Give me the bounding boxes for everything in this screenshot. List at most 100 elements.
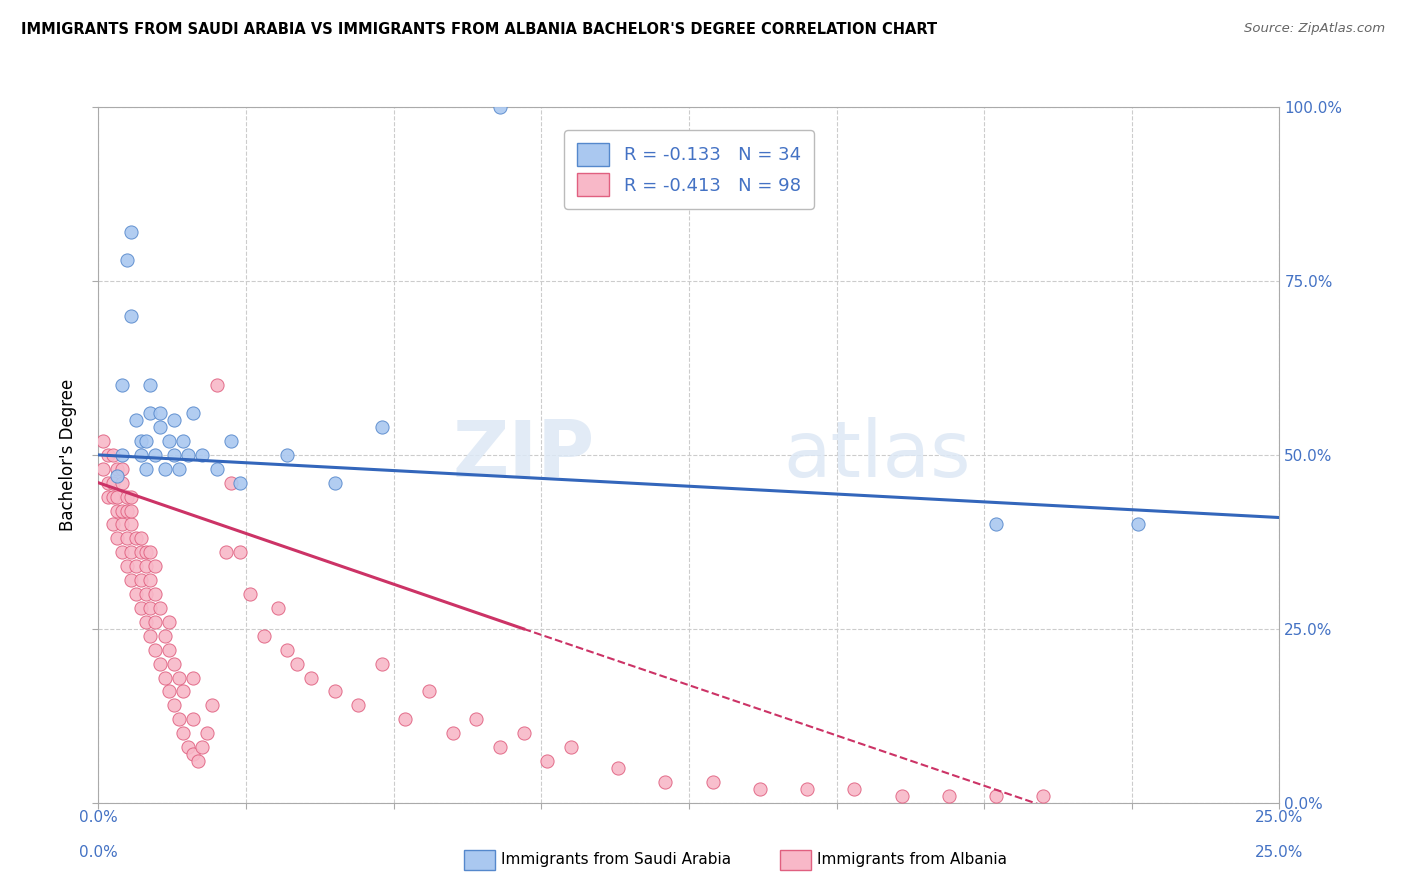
Point (371, 657, 394, 671)
Point (111, 545, 134, 559)
Point (512, 726, 534, 740)
Legend: R = -0.133   N = 34, R = -0.413   N = 98: R = -0.133 N = 34, R = -0.413 N = 98 (564, 130, 814, 209)
Point (115, 253, 138, 268)
Point (143, 559, 166, 574)
Point (177, 448, 200, 462)
Point (323, 684, 346, 698)
Point (149, 406, 172, 420)
Point (1032, 789, 1054, 803)
Point (121, 225, 143, 239)
Point (125, 559, 148, 574)
Y-axis label: Bachelor's Degree: Bachelor's Degree (59, 379, 77, 531)
Point (125, 532, 148, 546)
Point (143, 587, 166, 601)
Point (115, 490, 138, 504)
Point (97, 475, 120, 490)
Text: IMMIGRANTS FROM SAUDI ARABIA VS IMMIGRANTS FROM ALBANIA BACHELOR'S DEGREE CORREL: IMMIGRANTS FROM SAUDI ARABIA VS IMMIGRAN… (21, 22, 938, 37)
Point (143, 642, 166, 657)
Point (101, 448, 124, 462)
Point (111, 378, 134, 392)
Point (129, 434, 152, 448)
Point (111, 448, 134, 462)
Point (181, 747, 204, 761)
Point (139, 601, 162, 615)
Point (163, 413, 186, 427)
Point (97, 490, 120, 504)
Point (143, 615, 166, 629)
Point (157, 615, 180, 629)
Point (139, 573, 162, 587)
Point (181, 406, 204, 420)
Point (177, 740, 200, 755)
Point (181, 712, 204, 726)
Point (157, 684, 180, 698)
Point (347, 698, 370, 713)
Point (1126, 517, 1149, 532)
Point (105, 490, 128, 504)
Point (115, 503, 138, 517)
Point (143, 448, 166, 462)
Point (153, 462, 176, 476)
Text: ZIP: ZIP (453, 417, 595, 493)
Point (129, 545, 152, 559)
Point (139, 378, 162, 392)
Point (276, 642, 298, 657)
Text: 25.0%: 25.0% (1256, 845, 1303, 860)
Point (105, 503, 128, 517)
Point (702, 775, 724, 789)
Point (101, 475, 124, 490)
Point (938, 789, 960, 803)
Text: Immigrants from Saudi Arabia: Immigrants from Saudi Arabia (501, 853, 731, 867)
Point (229, 545, 252, 559)
Point (163, 698, 186, 713)
Point (276, 448, 298, 462)
Point (394, 712, 416, 726)
Point (129, 448, 152, 462)
Point (129, 601, 152, 615)
Text: Immigrants from Albania: Immigrants from Albania (817, 853, 1007, 867)
Point (91, 434, 114, 448)
Point (91, 462, 114, 476)
Point (536, 754, 558, 768)
Point (229, 475, 252, 490)
Text: atlas: atlas (783, 417, 972, 493)
Point (219, 475, 242, 490)
Point (560, 740, 582, 755)
Point (157, 434, 180, 448)
Text: 0.0%: 0.0% (79, 845, 118, 860)
Point (111, 517, 134, 532)
Point (135, 587, 157, 601)
Point (187, 754, 209, 768)
Point (101, 517, 124, 532)
Point (149, 657, 172, 671)
Point (323, 475, 346, 490)
Point (607, 761, 630, 775)
Point (285, 657, 308, 671)
Point (654, 775, 676, 789)
Point (163, 657, 186, 671)
Point (105, 462, 128, 476)
Point (135, 615, 157, 629)
Point (239, 587, 262, 601)
Point (125, 587, 148, 601)
Point (195, 726, 218, 740)
Point (149, 420, 172, 434)
Text: Source: ZipAtlas.com: Source: ZipAtlas.com (1244, 22, 1385, 36)
Point (121, 545, 143, 559)
Point (115, 532, 138, 546)
Point (201, 698, 224, 713)
Point (157, 642, 180, 657)
Point (167, 671, 190, 685)
Point (172, 434, 194, 448)
Point (984, 789, 1007, 803)
Point (153, 671, 176, 685)
Point (139, 545, 162, 559)
Point (172, 684, 194, 698)
Point (441, 726, 464, 740)
Point (97, 448, 120, 462)
Point (149, 601, 172, 615)
Point (253, 629, 276, 643)
Point (121, 503, 143, 517)
Point (890, 789, 912, 803)
Point (465, 712, 488, 726)
